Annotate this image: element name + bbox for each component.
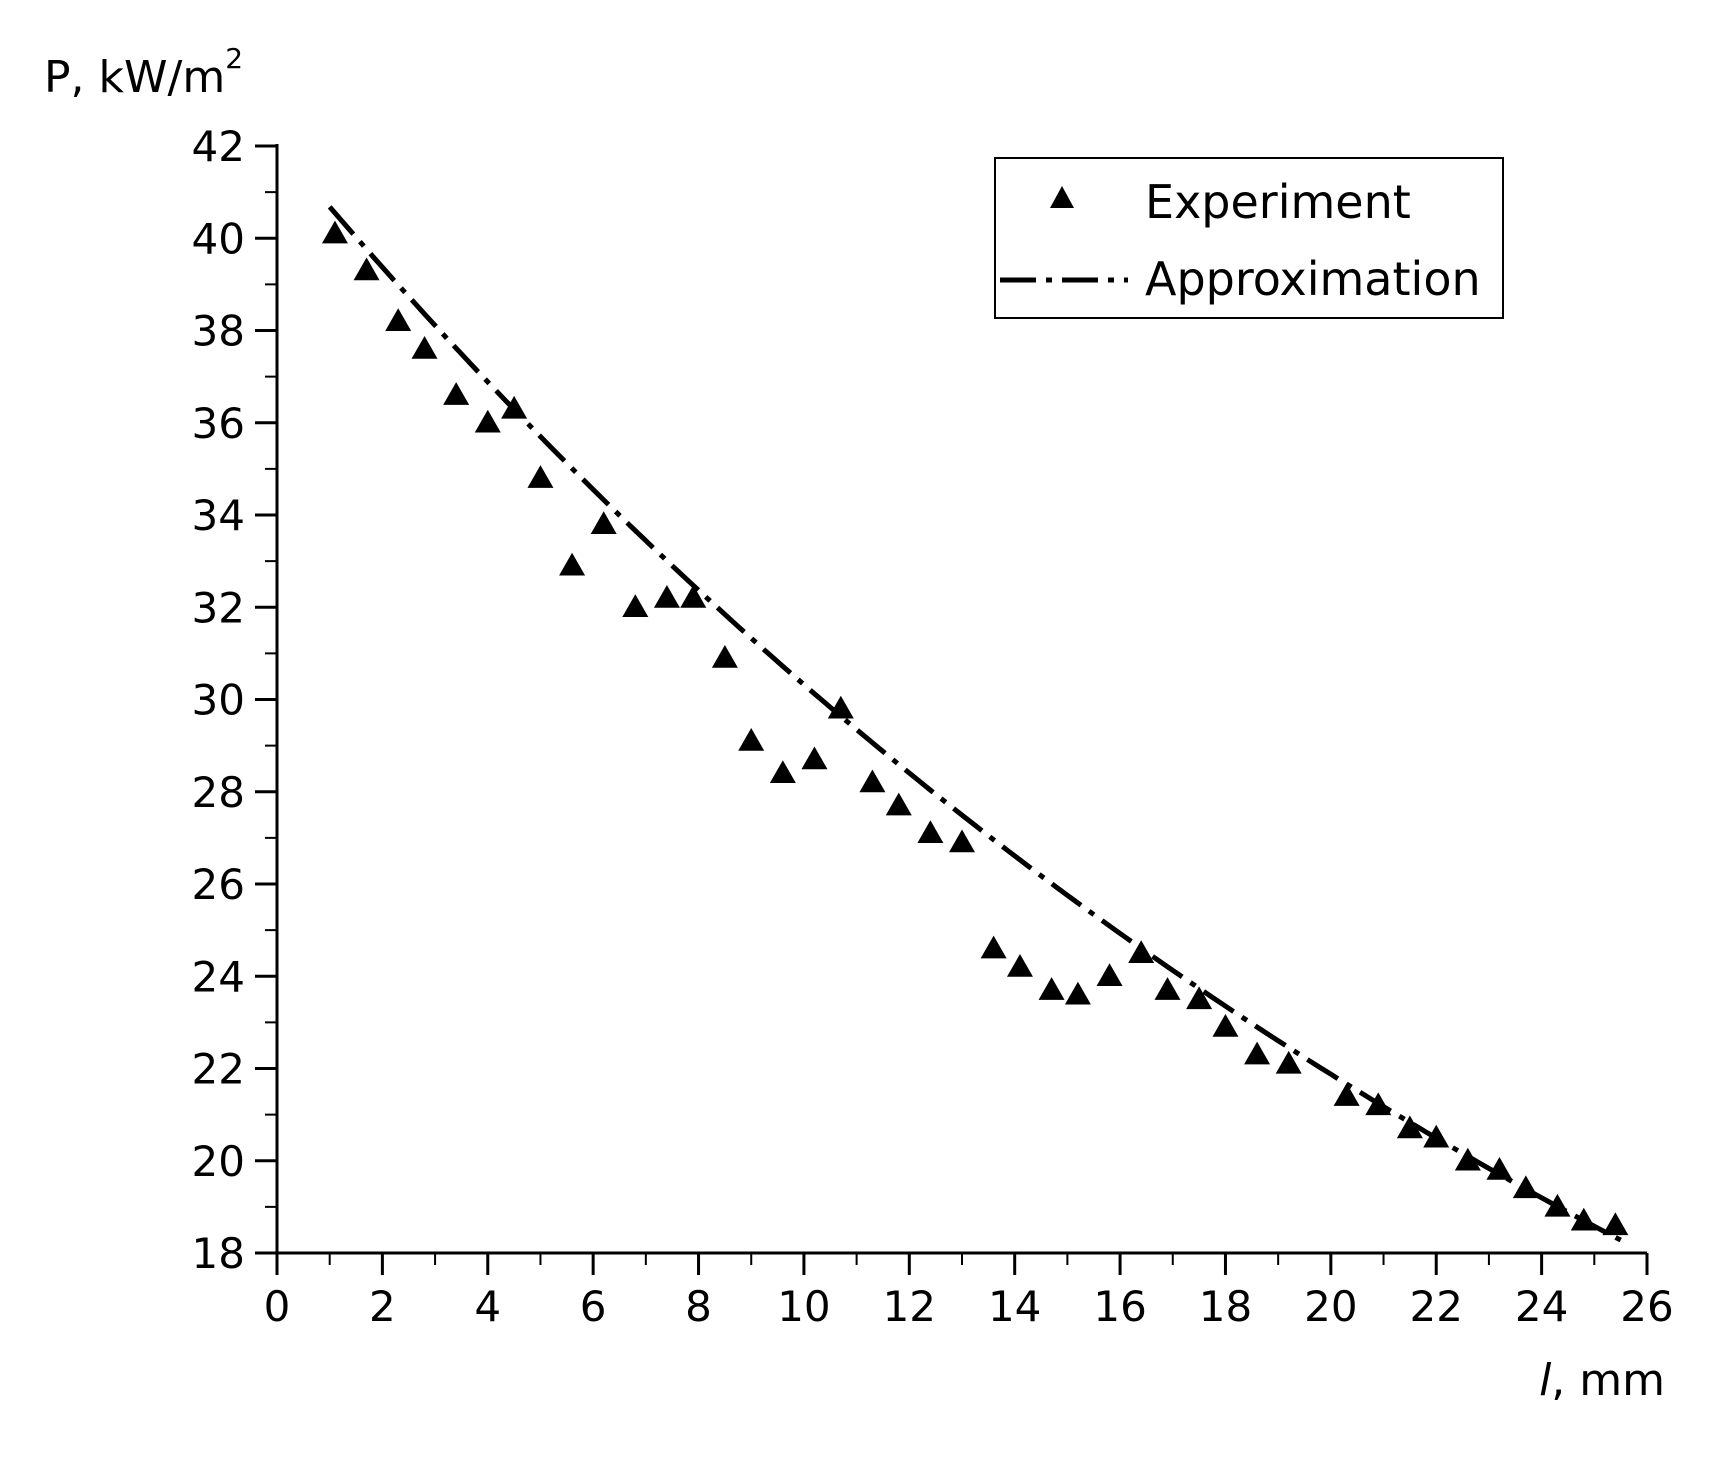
y-axis-title: P, kW/m2 <box>44 42 243 103</box>
experiment-point <box>1212 1013 1239 1037</box>
x-axis-title: l, mm <box>1539 1355 1665 1406</box>
y-tick-label: 24 <box>192 952 245 1001</box>
experiment-point <box>1128 940 1155 963</box>
experiment-point <box>859 769 886 793</box>
experiment-point <box>1186 986 1213 1010</box>
x-tick-label: 12 <box>883 1282 936 1331</box>
y-tick-label: 18 <box>192 1229 245 1278</box>
experiment-point <box>1365 1092 1392 1116</box>
experiment-point <box>680 585 707 608</box>
y-tick-label: 22 <box>192 1045 245 1094</box>
x-tick-label: 0 <box>264 1282 291 1331</box>
x-tick-label: 16 <box>1093 1282 1146 1331</box>
legend-experiment-marker <box>1050 186 1074 208</box>
y-tick-label: 20 <box>192 1137 245 1186</box>
x-tick-label: 6 <box>580 1282 607 1331</box>
experiment-point <box>917 820 944 844</box>
y-tick-label: 34 <box>192 491 245 540</box>
experiment-point <box>1512 1175 1539 1199</box>
x-tick-label: 22 <box>1410 1282 1463 1331</box>
x-axis-title-italic: l <box>1539 1355 1552 1406</box>
x-tick-label: 2 <box>369 1282 396 1331</box>
legend-approximation-label: Approximation <box>1145 252 1481 306</box>
experiment-point <box>738 728 765 751</box>
y-tick-label: 38 <box>192 307 245 356</box>
y-tick-label: 32 <box>192 583 245 632</box>
y-axis-title-superscript: 2 <box>225 42 243 75</box>
x-tick-label: 26 <box>1620 1282 1673 1331</box>
y-tick-label: 40 <box>192 214 245 263</box>
experiment-point <box>1602 1212 1629 1236</box>
experiment-point <box>769 760 796 784</box>
experiment-point <box>1006 954 1033 977</box>
x-tick-label: 20 <box>1304 1282 1357 1331</box>
experiment-point <box>321 220 348 244</box>
y-tick-label: 28 <box>192 768 245 817</box>
approximation-curve <box>327 205 1622 1243</box>
experiment-point <box>1244 1041 1271 1065</box>
y-tick-label: 36 <box>192 399 245 448</box>
y-tick-label: 42 <box>192 122 245 171</box>
experiment-point <box>443 382 470 405</box>
experiment-point <box>801 746 828 770</box>
experiment-point <box>1396 1115 1423 1139</box>
legend-experiment-label: Experiment <box>1145 175 1411 229</box>
experiment-point <box>653 585 680 608</box>
x-tick-label: 10 <box>777 1282 830 1331</box>
x-tick-label: 8 <box>685 1282 712 1331</box>
experiment-point <box>385 308 412 332</box>
experiment-point <box>1486 1156 1513 1180</box>
experiment-point <box>980 935 1007 959</box>
experiment-point <box>1038 977 1065 1000</box>
experiment-point <box>527 465 554 488</box>
experiment-point <box>559 552 586 576</box>
y-axis-title-text: P, kW/m <box>44 52 225 103</box>
experiment-point <box>711 644 738 668</box>
legend-frame <box>994 157 1504 319</box>
y-tick-label: 30 <box>192 676 245 725</box>
legend: Experiment Approximation <box>994 157 1504 319</box>
experiment-point <box>411 335 438 359</box>
experiment-point <box>1064 981 1091 1005</box>
experiment-point <box>1275 1050 1302 1074</box>
x-tick-label: 14 <box>988 1282 1041 1331</box>
experiment-point <box>1544 1193 1571 1217</box>
experiment-point <box>827 695 854 719</box>
experiment-point <box>1154 977 1181 1000</box>
experiment-point <box>353 257 380 281</box>
experiment-markers <box>321 220 1629 1236</box>
approximation-line <box>327 205 1622 1243</box>
x-tick-label: 24 <box>1515 1282 1568 1331</box>
experiment-point <box>1333 1083 1360 1106</box>
experiment-point <box>1454 1147 1481 1171</box>
experiment-point <box>622 594 649 617</box>
y-tick-label: 26 <box>192 860 245 909</box>
experiment-point <box>590 511 617 534</box>
experiment-point <box>1096 963 1123 986</box>
experiment-point <box>501 395 528 419</box>
experiment-point <box>1423 1124 1450 1148</box>
x-axis-title-rest: , mm <box>1551 1355 1665 1406</box>
x-tick-label: 18 <box>1199 1282 1252 1331</box>
experiment-point <box>885 792 912 816</box>
experiment-point <box>1570 1207 1597 1231</box>
experiment-point <box>474 409 501 433</box>
experiment-point <box>949 829 975 853</box>
x-tick-label: 4 <box>474 1282 501 1331</box>
